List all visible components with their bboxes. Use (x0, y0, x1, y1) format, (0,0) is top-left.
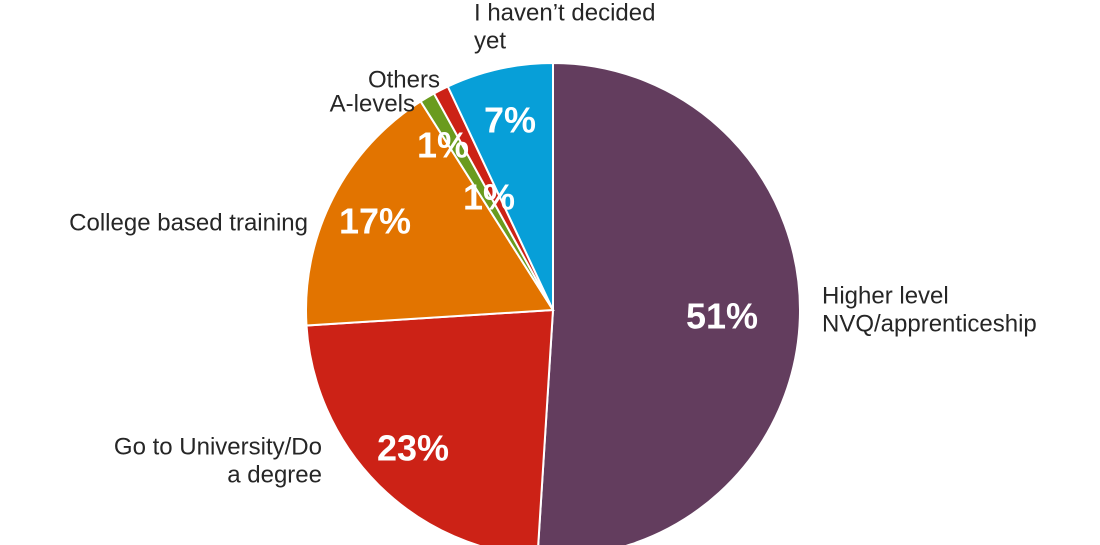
slice-category-label: a degree (227, 462, 322, 489)
slice-value-label: 1% (463, 177, 515, 218)
pie-slice (537, 61, 801, 545)
slice-value-label: 1% (417, 125, 469, 166)
slice-category-label: yet (474, 28, 506, 55)
slice-category-label: Higher level (822, 283, 949, 310)
slice-value-label: 17% (339, 201, 411, 242)
slice-category-label: College based training (69, 210, 308, 237)
slice-value-label: 51% (686, 296, 758, 337)
pie-slices (305, 61, 801, 545)
slice-category-label: Go to University/Do (114, 434, 322, 461)
pie-slice (305, 100, 555, 327)
pie-slice (446, 61, 554, 311)
slice-category-label: A-levels (330, 91, 415, 118)
slice-category-label: Others (368, 67, 440, 94)
slice-category-label: NVQ/apprenticeship (822, 311, 1037, 338)
slice-value-label: 23% (377, 428, 449, 469)
slice-category-label: I haven’t decided (474, 0, 655, 27)
pie-slice (305, 308, 555, 545)
slice-value-label: 7% (484, 100, 536, 141)
percentage-labels: 51%23%17%1%1%7% (339, 100, 758, 469)
